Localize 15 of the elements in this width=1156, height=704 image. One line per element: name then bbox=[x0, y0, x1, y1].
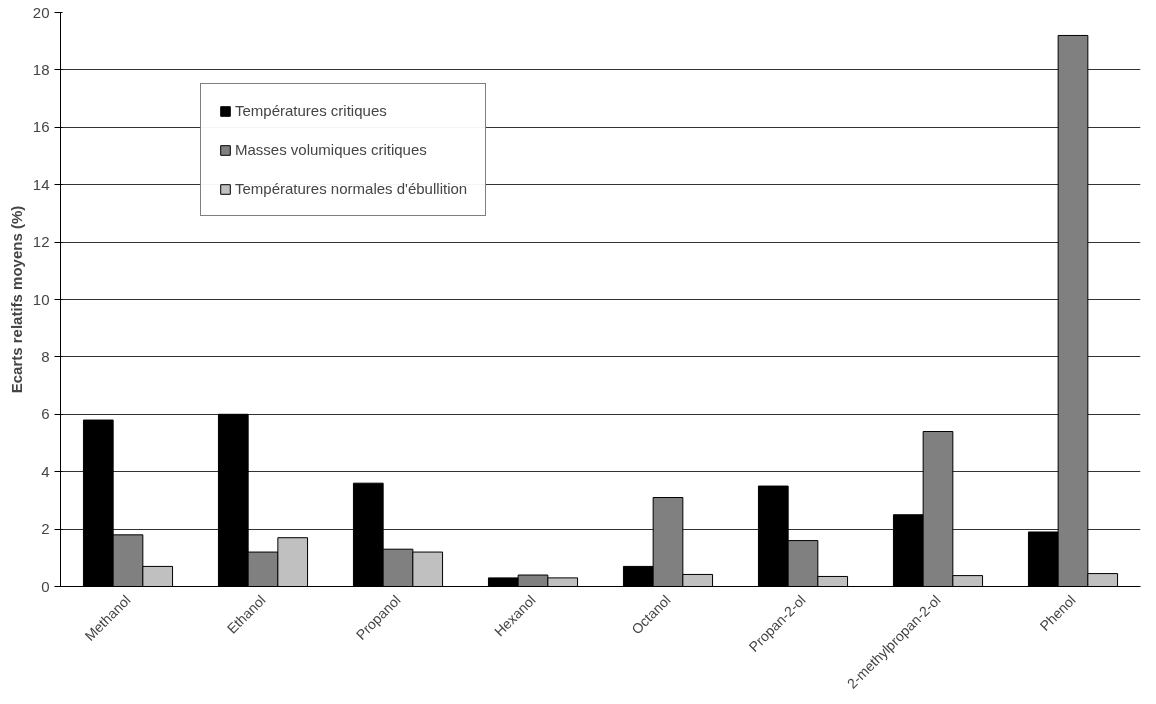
y-tick-label: 16 bbox=[32, 118, 50, 136]
y-tick-label: 8 bbox=[41, 347, 50, 365]
y-axis-title: Ecarts relatifs moyens (%) bbox=[7, 205, 25, 394]
y-tick-label: 10 bbox=[32, 290, 50, 308]
y-tick-label: 6 bbox=[41, 405, 50, 423]
y-tick-label: 4 bbox=[41, 462, 50, 480]
legend-label: Températures normales d'ébullition bbox=[235, 180, 468, 197]
y-tick-label: 12 bbox=[32, 233, 50, 251]
y-tick-label: 18 bbox=[32, 60, 50, 78]
y-tick-label: 0 bbox=[41, 577, 50, 595]
y-tick-label: 2 bbox=[41, 520, 50, 538]
legend-label: Températures critiques bbox=[235, 102, 387, 119]
y-tick-label: 20 bbox=[32, 3, 50, 21]
legend-label: Masses volumiques critiques bbox=[235, 141, 427, 158]
y-tick-label: 14 bbox=[32, 175, 50, 193]
